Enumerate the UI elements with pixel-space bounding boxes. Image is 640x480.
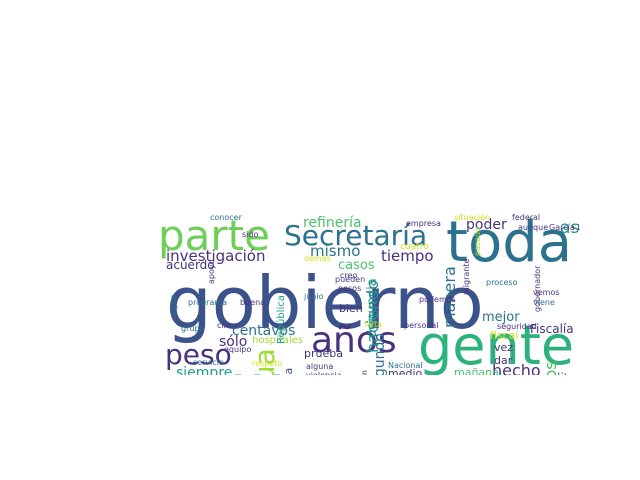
word-sido: sido [242,230,258,239]
word-situacion: situación [454,212,490,222]
word-nacional: Nacional [388,361,423,370]
word-creo: creo [340,271,357,280]
word-anos: años [311,320,397,361]
word-refineria: refinería [303,215,362,231]
word-buena: buena [240,298,265,307]
word-cloud: gobierno millones toda gente parte persona Sec… [78,98,580,375]
word-haciendo: haciendo [363,280,382,353]
word-secretaria: Secretaría [284,219,427,252]
word-garcia-luna: García Luna [549,223,580,232]
word-respeto: respeto [252,359,282,368]
word-agua: agua [248,348,281,375]
word-equipo: equipo [224,345,251,354]
word-apoyo: apoyo [207,259,216,284]
word-pesos: pesos [338,284,361,293]
word-mejor: mejor [482,310,520,325]
word-federal: federal [512,213,540,222]
cloud-background [78,98,580,375]
word-alguna: alguna [306,362,333,371]
word-gente: gente [418,314,574,375]
word-empresa: empresa [406,219,441,228]
word-millones: millones [160,363,453,375]
word-falta: falta [364,320,382,329]
word-demas: demás [304,254,331,263]
word-medio: medio [388,367,423,375]
word-problema: problema [282,368,295,375]
word-mismo: mismo [310,242,360,260]
word-viene: viene [533,298,555,307]
word-poder: poder [466,217,507,233]
word-bien: bien [339,302,363,315]
word-manana: mañana [454,366,499,375]
word-pueden: pueden [335,275,365,284]
word-hospitales: hospitales [252,335,303,346]
word-parte: parte [158,211,270,260]
word-litros: litros [557,371,580,375]
word-proceso: proceso [486,278,518,287]
word-aunque: aunque [518,223,548,232]
word-violencia: violencia [306,371,342,375]
word-gobernador: gobernador [533,265,542,312]
word-unidos: Unidos [541,361,560,375]
word-tiempo: tiempo [381,247,434,265]
word-dar: dar [494,354,513,367]
word-sigue: sigue [169,294,178,316]
word-peso: peso [165,338,232,371]
word-prueba: prueba [304,347,343,360]
word-centavos: centavos [232,323,295,339]
word-investigacion: investigación [166,247,265,265]
word-denuncia: denuncia [365,278,380,338]
word-cinco: cinco [217,321,238,330]
word-pasado: pasado [473,227,482,256]
word-junio: junio [303,292,324,301]
word-conocer: conocer [210,213,243,222]
word-gobierno: gobierno [166,261,484,345]
word-programa: programa [188,298,227,307]
word-acuerdo: acuerdo [166,258,215,272]
word-fiscal: fiscal [490,329,519,342]
word-solo: sólo [219,334,247,350]
word-siempre: siempre [176,365,232,375]
word-fiscalia: Fiscalía [530,322,574,336]
word-toda: toda [446,210,572,275]
word-precio: precio [342,373,376,375]
word-republica: República [275,295,287,344]
word-podemos: podemos [419,295,456,304]
word-servicio: servicio [193,358,224,367]
word-migracion: Migración [359,370,369,375]
word-personal: personal [404,321,439,330]
word-vez: vez [494,341,513,354]
word-seguridad: seguridad [497,322,537,331]
word-segundo: segundo [372,333,388,375]
word-cuatro: cuatro [400,242,429,252]
word-cloud-canvas: gobiernomillonestodagentepartepersonaSec… [78,98,580,375]
word-hecho: hecho [492,361,541,375]
word-migrante: migrante [462,259,471,295]
word-manera: manera [440,266,459,328]
word-casos: casos [338,258,375,273]
word-vemos: vemos [533,288,560,297]
word-asunto: asunto [560,218,580,238]
word-grupo: grupo [181,324,205,333]
